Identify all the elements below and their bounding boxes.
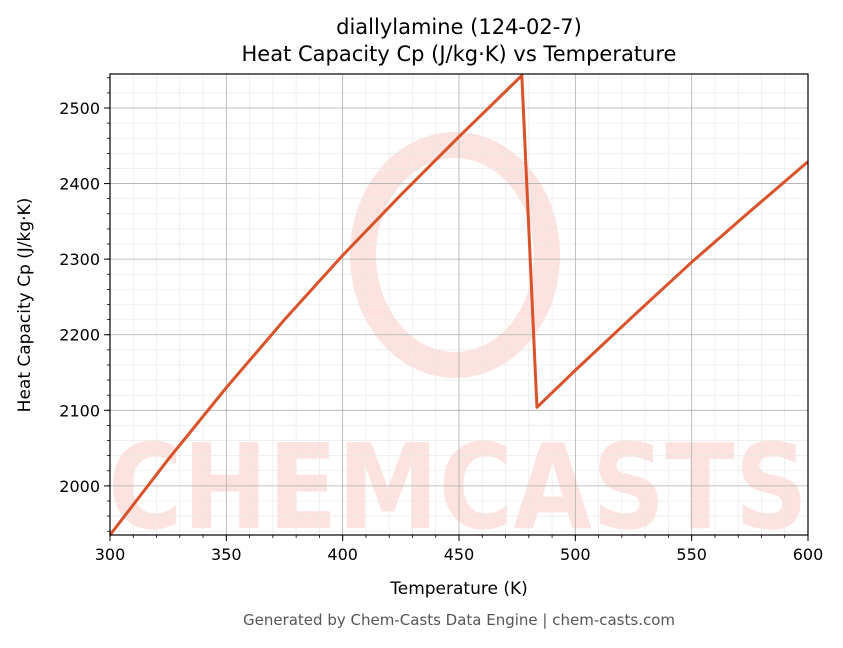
chemcasts-watermark: CHEMCASTS bbox=[108, 132, 808, 556]
x-tick-label: 500 bbox=[560, 545, 591, 564]
x-tick-label: 550 bbox=[676, 545, 707, 564]
ticks-layer: 300 350 400 450 500 550 600 2000 2100 2200 2300 240… bbox=[59, 77, 824, 564]
series-layer bbox=[108, 74, 809, 536]
x-axis-label: Temperature (K) bbox=[389, 579, 528, 599]
x-tick-label: 400 bbox=[327, 545, 358, 564]
series-line bbox=[108, 74, 809, 536]
y-tick-label: 2200 bbox=[59, 326, 100, 345]
y-tick-label: 2300 bbox=[59, 250, 100, 269]
x-tick-label: 450 bbox=[444, 545, 475, 564]
y-tick-label: 2000 bbox=[59, 477, 100, 496]
footer-credit: Generated by Chem-Casts Data Engine | ch… bbox=[243, 611, 675, 629]
x-tick-label: 300 bbox=[95, 545, 126, 564]
y-tick-label: 2500 bbox=[59, 99, 100, 118]
y-tick-label: 2100 bbox=[59, 401, 100, 420]
chart-title-line2: Heat Capacity Cp (J/kg·K) vs Temperature bbox=[242, 42, 677, 66]
y-axis-label: Heat Capacity Cp (J/kg·K) bbox=[15, 198, 35, 413]
x-tick-label: 600 bbox=[793, 545, 824, 564]
chart-title-line1: diallylamine (124-02-7) bbox=[336, 15, 582, 39]
x-tick-label: 350 bbox=[211, 545, 242, 564]
watermark-ring bbox=[350, 132, 560, 378]
y-tick-label: 2400 bbox=[59, 175, 100, 194]
